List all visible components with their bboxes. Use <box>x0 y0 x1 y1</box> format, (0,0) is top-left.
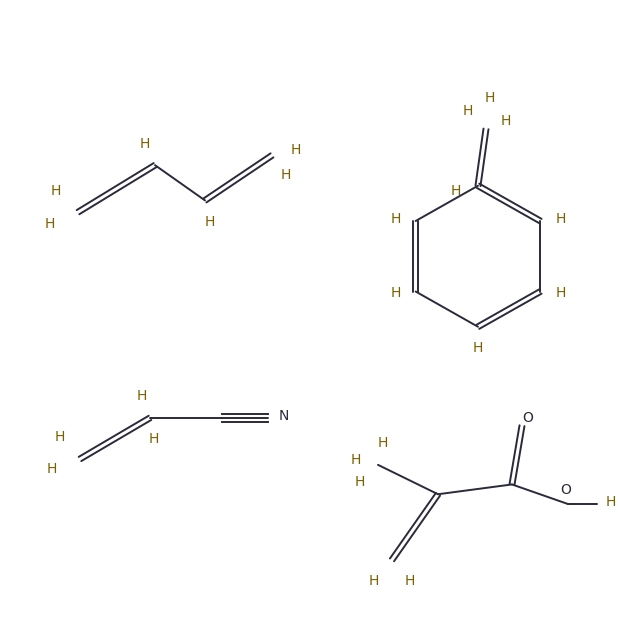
Text: H: H <box>391 286 401 300</box>
Text: H: H <box>378 436 388 451</box>
Text: H: H <box>473 341 483 355</box>
Text: H: H <box>205 215 215 229</box>
Text: H: H <box>555 212 565 226</box>
Text: H: H <box>391 212 401 226</box>
Text: H: H <box>355 476 365 490</box>
Text: H: H <box>501 114 511 128</box>
Text: H: H <box>149 432 159 446</box>
Text: H: H <box>463 104 473 118</box>
Text: H: H <box>405 574 415 588</box>
Text: O: O <box>561 483 572 497</box>
Text: H: H <box>351 453 361 467</box>
Text: H: H <box>45 217 55 231</box>
Text: N: N <box>279 409 289 423</box>
Text: H: H <box>485 91 495 105</box>
Text: H: H <box>555 286 565 300</box>
Text: H: H <box>140 137 150 151</box>
Text: H: H <box>606 495 616 509</box>
Text: H: H <box>55 430 65 444</box>
Text: H: H <box>51 184 61 198</box>
Text: H: H <box>451 184 461 198</box>
Text: H: H <box>369 574 379 588</box>
Text: H: H <box>291 143 301 158</box>
Text: H: H <box>281 168 291 182</box>
Text: O: O <box>523 411 533 425</box>
Text: H: H <box>137 389 147 403</box>
Text: H: H <box>47 462 57 476</box>
